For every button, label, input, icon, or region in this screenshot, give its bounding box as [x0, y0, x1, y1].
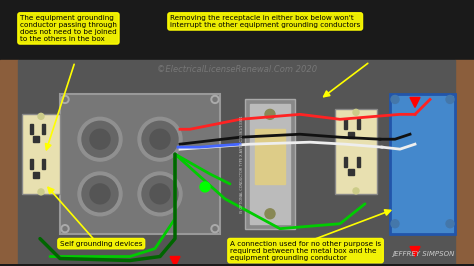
Circle shape — [213, 97, 217, 101]
Circle shape — [38, 113, 44, 119]
Polygon shape — [170, 256, 180, 266]
Circle shape — [142, 176, 178, 212]
Circle shape — [150, 129, 170, 149]
Circle shape — [265, 209, 275, 219]
Bar — [60, 94, 220, 234]
Bar — [30, 159, 33, 169]
Circle shape — [353, 109, 359, 115]
Circle shape — [265, 109, 275, 119]
Text: A connection used for no other purpose is
required between the metal box and the: A connection used for no other purpose i… — [230, 241, 381, 261]
Bar — [33, 136, 39, 142]
Bar — [390, 94, 455, 234]
Circle shape — [391, 220, 399, 228]
Circle shape — [90, 184, 110, 204]
Circle shape — [82, 176, 118, 212]
Polygon shape — [410, 247, 420, 256]
Circle shape — [63, 97, 67, 101]
Circle shape — [78, 117, 122, 161]
Text: Removing the receptacle in either box below won't
interrupt the other equipment : Removing the receptacle in either box be… — [170, 15, 360, 28]
Circle shape — [391, 95, 399, 103]
Circle shape — [142, 121, 178, 157]
Circle shape — [78, 172, 122, 216]
Bar — [255, 129, 285, 184]
Bar — [348, 169, 354, 175]
Circle shape — [446, 220, 454, 228]
Bar — [357, 119, 360, 129]
Bar — [42, 159, 45, 169]
Bar — [30, 124, 33, 134]
Polygon shape — [410, 97, 420, 107]
Circle shape — [61, 225, 69, 233]
Circle shape — [353, 188, 359, 194]
Circle shape — [446, 95, 454, 103]
Bar — [335, 109, 377, 194]
Bar — [42, 124, 45, 134]
Text: Self grounding devices: Self grounding devices — [60, 241, 143, 247]
Text: ©ElectricalLicenseRenewal.Com 2020: ©ElectricalLicenseRenewal.Com 2020 — [157, 65, 317, 74]
Bar — [344, 157, 347, 167]
Text: JEFFREY SIMPSON: JEFFREY SIMPSON — [392, 251, 455, 256]
Circle shape — [82, 121, 118, 157]
Circle shape — [211, 225, 219, 233]
Circle shape — [211, 95, 219, 103]
Text: IS OPTIONAL CONDUCTOR TYPE X ASTM C15361/13301: IS OPTIONAL CONDUCTOR TYPE X ASTM C15361… — [240, 115, 244, 213]
Bar — [357, 157, 360, 167]
Circle shape — [61, 95, 69, 103]
Bar — [348, 132, 354, 138]
Circle shape — [90, 129, 110, 149]
Bar — [18, 60, 455, 264]
Bar — [22, 114, 60, 194]
Bar — [455, 60, 474, 264]
Bar — [344, 119, 347, 129]
Circle shape — [38, 189, 44, 195]
Circle shape — [150, 184, 170, 204]
Circle shape — [63, 227, 67, 231]
Circle shape — [200, 182, 210, 192]
Text: The equipment grounding
conductor passing through
does not need to be joined
to : The equipment grounding conductor passin… — [20, 15, 117, 42]
Circle shape — [138, 117, 182, 161]
Bar — [33, 172, 39, 178]
Bar — [245, 99, 295, 229]
Circle shape — [213, 227, 217, 231]
Bar — [0, 60, 18, 264]
Circle shape — [138, 172, 182, 216]
Bar — [250, 104, 290, 224]
